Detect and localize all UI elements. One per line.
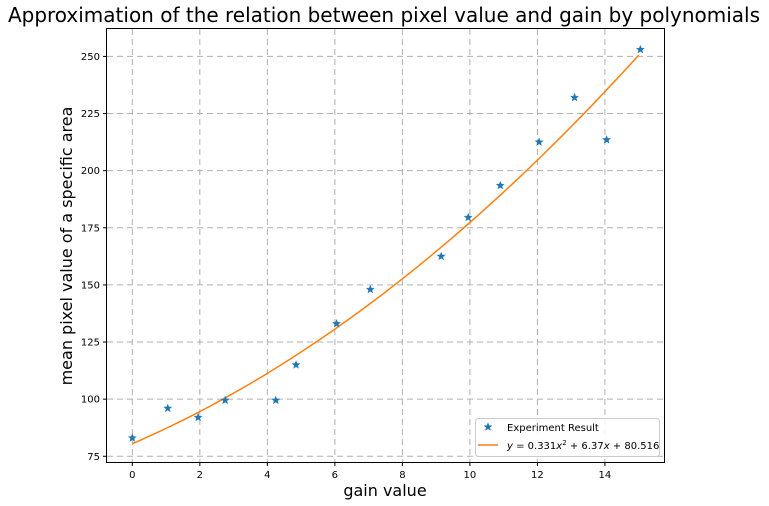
y-tick-label: 175 — [81, 223, 100, 234]
data-point-star — [193, 412, 203, 422]
plot-frame — [106, 28, 665, 463]
data-point-star — [534, 137, 544, 146]
data-point-star — [495, 180, 505, 190]
chart-title: Approximation of the relation between pi… — [8, 3, 760, 27]
y-tick-label: 125 — [81, 338, 100, 349]
series-layer — [127, 44, 645, 445]
legend: Experiment Result y = 0.331x2 + 6.37x + … — [475, 418, 660, 457]
data-point-star — [271, 395, 281, 405]
data-point-star — [635, 44, 645, 54]
x-tick-label: 12 — [531, 470, 544, 481]
legend-marker-experiment — [483, 422, 493, 431]
data-point-star — [332, 319, 342, 328]
legend-box — [475, 418, 660, 457]
y-tick-label: 200 — [81, 166, 100, 177]
data-point-star — [220, 395, 230, 405]
x-axis: 0 2 4 6 8 10 12 14 — [129, 462, 611, 481]
x-axis-label: gain value — [343, 481, 426, 500]
x-tick-label: 4 — [264, 470, 270, 481]
x-tick-label: 8 — [399, 470, 405, 481]
legend-star-icon — [483, 422, 493, 431]
data-point-star — [463, 212, 473, 222]
legend-label-fit: y = 0.331x2 + 6.37x + 80.516 — [506, 439, 659, 452]
y-axis: 75 100 125 150 175 200 225 250 — [81, 52, 107, 463]
data-point-star — [570, 92, 580, 102]
data-point-star — [436, 251, 446, 261]
data-point-star — [602, 135, 612, 144]
x-tick-label: 14 — [599, 470, 612, 481]
fit-curve-line — [132, 54, 640, 445]
data-point-star — [365, 284, 375, 294]
x-tick-label: 0 — [129, 470, 135, 481]
y-tick-label: 150 — [81, 280, 100, 291]
legend-label-experiment: Experiment Result — [507, 423, 599, 434]
data-point-star — [127, 433, 137, 442]
x-tick-label: 6 — [332, 470, 338, 481]
x-tick-label: 10 — [464, 470, 477, 481]
y-tick-label: 225 — [81, 109, 100, 120]
y-tick-label: 250 — [81, 52, 100, 63]
y-tick-label: 75 — [87, 452, 100, 463]
data-point-star — [163, 403, 173, 413]
data-point-star — [291, 360, 301, 369]
y-tick-label: 100 — [81, 395, 100, 406]
y-axis-label: mean pixel value of a specific area — [57, 107, 76, 386]
x-tick-label: 2 — [197, 470, 203, 481]
grid-layer — [107, 29, 664, 462]
